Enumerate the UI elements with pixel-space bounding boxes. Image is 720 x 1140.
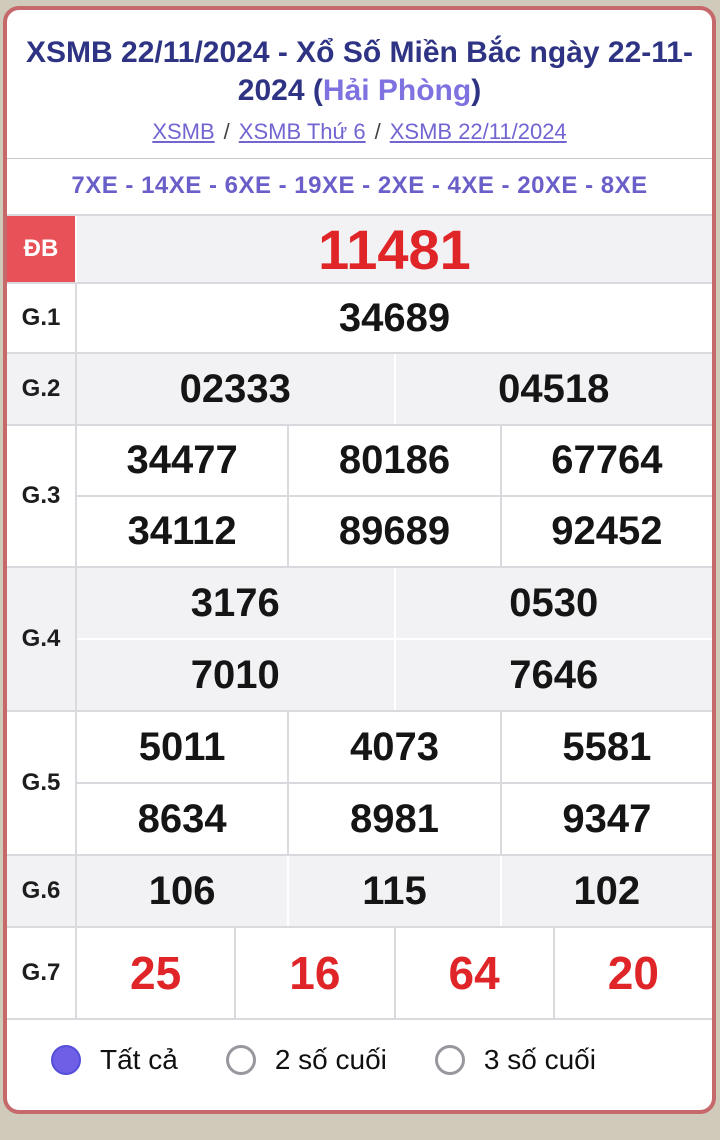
prize-row-g2: G.2 02333 04518 [7, 354, 712, 426]
breadcrumb-link-xsmb[interactable]: XSMB [152, 119, 215, 144]
filter-option-last3[interactable]: 3 số cuối [434, 1044, 596, 1076]
prize-label-g7: G.7 [7, 928, 77, 1018]
filter-radio-1[interactable] [225, 1045, 256, 1075]
title-paren-open: ( [304, 73, 323, 107]
prize-label-g2: G.2 [7, 354, 77, 424]
prize-label-g4: G.4 [7, 568, 77, 710]
prize-cell: 67764 [499, 426, 712, 495]
prize-cell: 64 [393, 928, 553, 1018]
results-table: ĐB 11481 G.1 34689 G.2 02333 04518 [7, 214, 712, 1020]
breadcrumb: XSMB / XSMB Thứ 6 / XSMB 22/11/2024 [7, 119, 712, 145]
prize-cell-db: 11481 [318, 217, 471, 281]
filter-option-label: Tất cả [100, 1044, 178, 1075]
prize-cell: 7010 [190, 652, 280, 697]
prize-label-g5: G.5 [7, 712, 77, 854]
prize-row-g6: G.6 106 115 102 [7, 856, 712, 928]
page-title: XSMB 22/11/2024 - Xổ Số Miền Bắc ngày 22… [21, 34, 698, 109]
prize-cell: 5581 [499, 712, 712, 782]
prize-cell: 89689 [287, 497, 499, 566]
prize-cell: 04518 [393, 354, 713, 424]
filter-radio-2[interactable] [434, 1045, 465, 1075]
filter-option-all[interactable]: Tất cả [51, 1044, 178, 1076]
header-divider [7, 158, 712, 159]
filter-option-last2[interactable]: 2 số cuối [225, 1044, 387, 1076]
filter-option-label: 2 số cuối [274, 1044, 387, 1075]
prize-cell: 115 [287, 856, 499, 926]
prize-row-g1: G.1 34689 [7, 284, 712, 354]
prize-cell: 102 [499, 856, 712, 926]
prize-cell: 34477 [126, 438, 238, 482]
prize-cell: 4073 [287, 712, 499, 782]
prize-label-g6: G.6 [7, 856, 77, 926]
title-paren-close: ) [471, 73, 482, 107]
prize-cell: 25 [130, 947, 182, 999]
breadcrumb-separator: / [374, 119, 381, 144]
prize-cell: 92452 [499, 497, 712, 566]
prize-row-g7: G.7 25 16 64 20 [7, 928, 712, 1020]
prize-cell: 106 [148, 868, 216, 913]
prize-cell: 5011 [138, 724, 226, 769]
filter-bar: Tất cả 2 số cuối 3 số cuối [7, 1020, 712, 1076]
filter-radio-0[interactable] [51, 1045, 81, 1075]
prize-label-db: ĐB [7, 216, 77, 282]
prize-cell: 9347 [499, 784, 712, 854]
prize-cell: 8981 [287, 784, 499, 854]
prize-row-g5: G.5 5011 4073 5581 8634 8981 9347 [7, 712, 712, 856]
prize-cell: 8634 [137, 796, 227, 841]
prize-label-g1: G.1 [7, 284, 77, 352]
breadcrumb-link-xsmb-thu6[interactable]: XSMB Thứ 6 [238, 119, 366, 144]
prize-row-db: ĐB 11481 [7, 216, 712, 284]
breadcrumb-separator: / [223, 119, 230, 144]
prize-cell: 34689 [338, 295, 451, 340]
lottery-results-card: XSMB 22/11/2024 - Xổ Số Miền Bắc ngày 22… [3, 6, 716, 1114]
prize-cell: 80186 [287, 426, 499, 495]
breadcrumb-link-xsmb-date[interactable]: XSMB 22/11/2024 [389, 119, 567, 144]
prize-cell: 3176 [190, 580, 280, 625]
prize-cell: 02333 [179, 366, 291, 411]
filter-option-label: 3 số cuối [483, 1044, 596, 1075]
prize-cell: 7646 [393, 640, 713, 710]
prize-row-g3: G.3 34477 80186 67764 34112 89689 92452 [7, 426, 712, 568]
prize-cell: 20 [552, 928, 712, 1018]
prize-cell: 16 [234, 928, 393, 1018]
prize-cell: 34112 [127, 509, 237, 553]
title-province: Hải Phòng [322, 73, 472, 107]
prize-cell: 0530 [393, 568, 713, 638]
prize-label-g3: G.3 [7, 426, 77, 566]
ticket-codes-line: 7XE - 14XE - 6XE - 19XE - 2XE - 4XE - 20… [71, 172, 648, 199]
page-title-main: XSMB 22/11/2024 - Xổ Số Miền Bắc ngày 22… [26, 36, 693, 107]
prize-row-g4: G.4 3176 0530 7010 7646 [7, 568, 712, 712]
